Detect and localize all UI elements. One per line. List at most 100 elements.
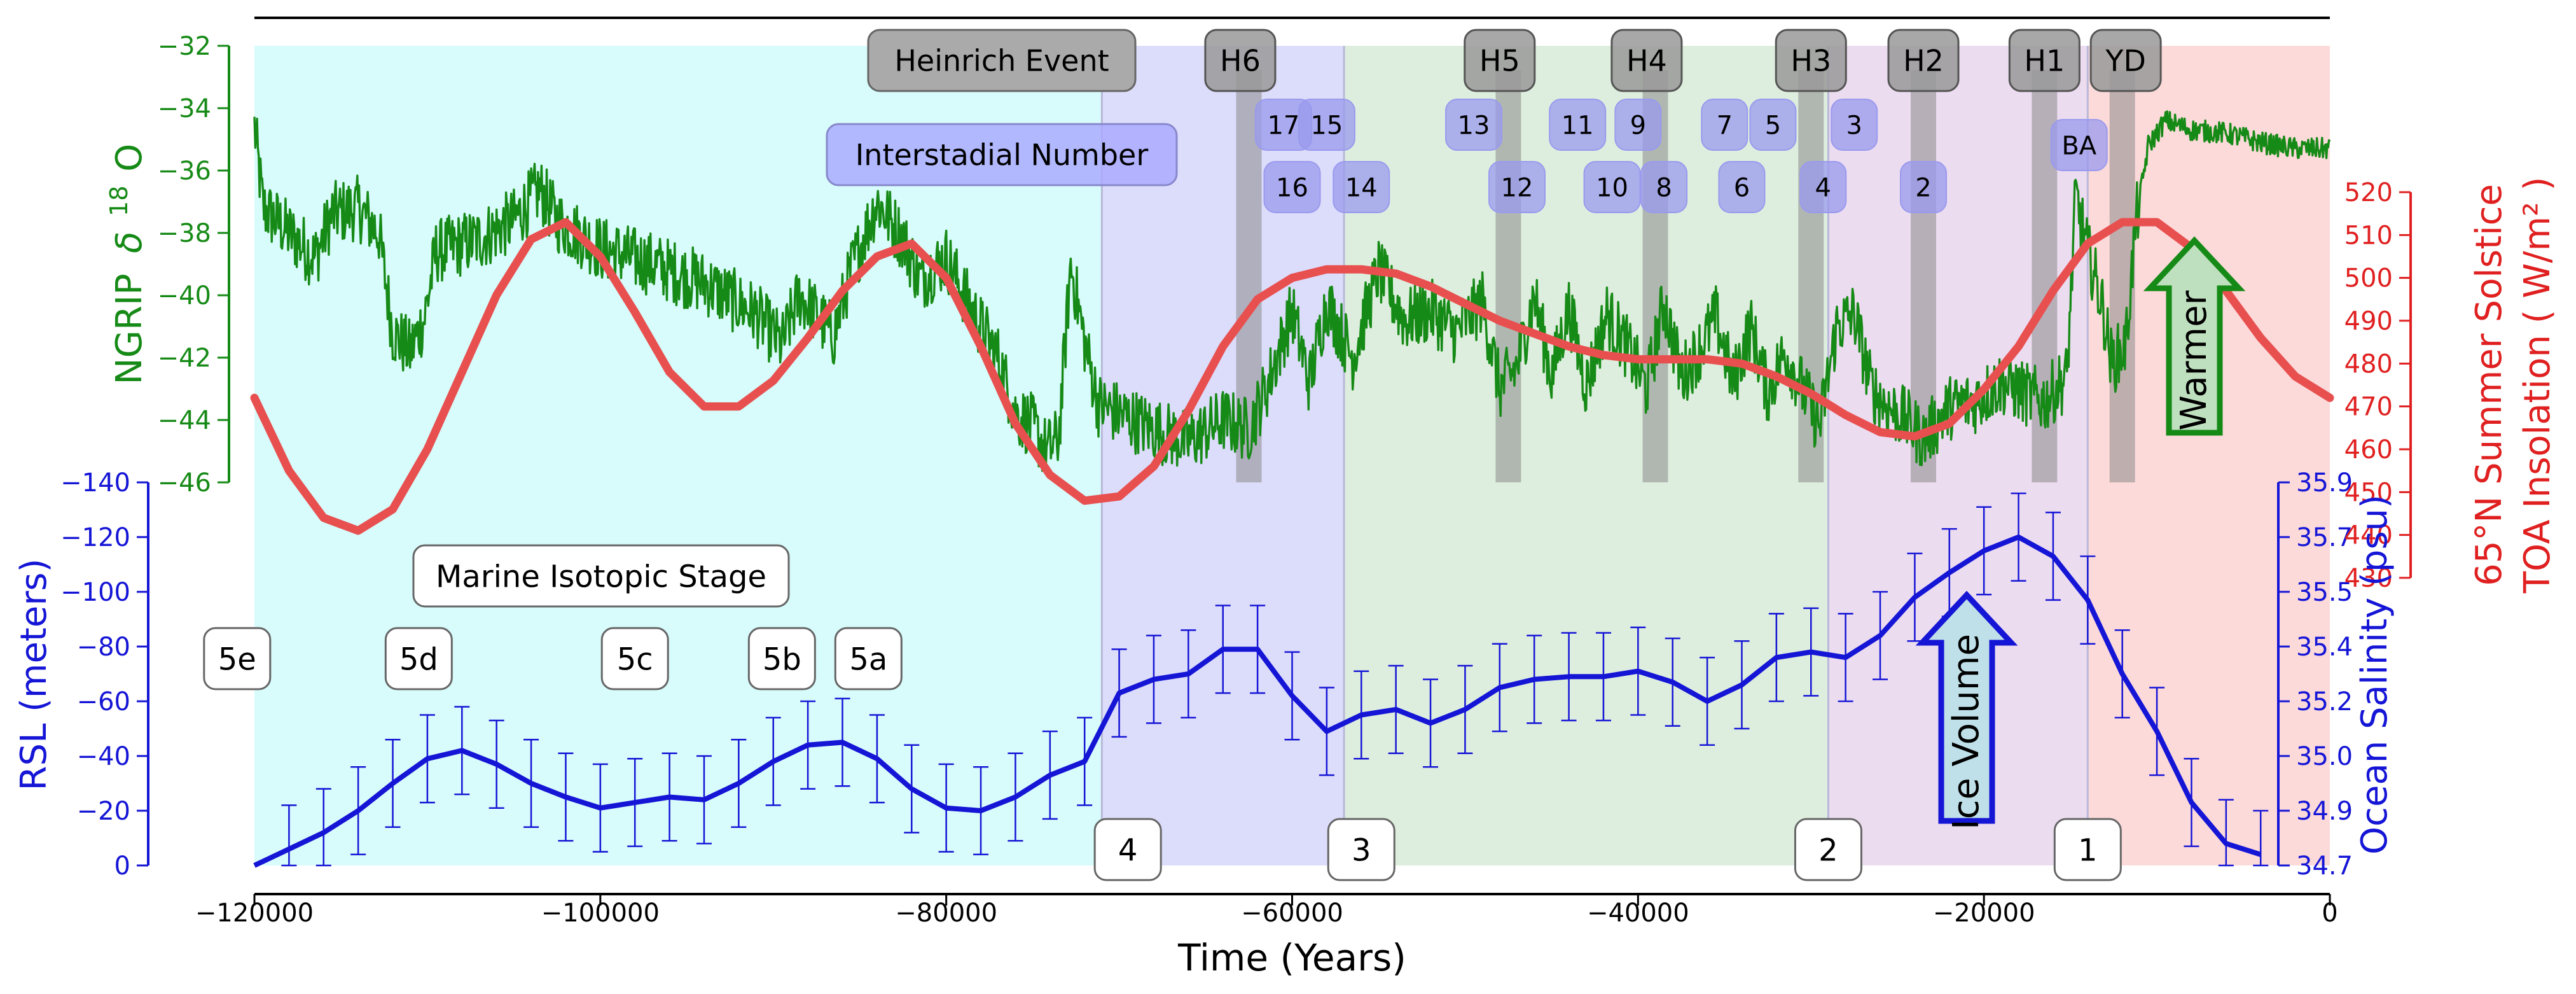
mis-label-frame [1093,818,1162,881]
x-tick-label: 0 [2322,899,2337,928]
interstadial-label-text: 13 [1458,111,1490,140]
interstadial-label: 17 [1254,99,1312,151]
marine-isotopic-stage-legend: Marine Isotopic Stage [412,544,790,608]
interstadial-label-text: 2 [1915,173,1931,202]
heinrich-label: H2 [1887,29,1960,92]
mis-label-frame [2053,818,2122,881]
ngrip-label-sup: 18 [105,186,133,216]
interstadial-label-frame [1333,161,1390,213]
salinity-tick-label: 34.7 [2296,851,2353,881]
interstadial-label: 3 [1831,99,1878,151]
heinrich-label-text: H4 [1626,44,1667,78]
ngrip-tick-label: −40 [158,281,211,311]
heinrich-label-text: H5 [1479,44,1520,78]
rsl-tick-label: −100 [60,578,130,607]
ngrip-tick-label: −34 [158,94,211,123]
interstadial-label: 9 [1614,99,1662,151]
interstadial-label: 5 [1749,99,1797,151]
heinrich-label: H6 [1204,29,1277,92]
interstadial-label: 6 [1718,161,1766,213]
interstadial-label-frame [1718,161,1766,213]
mis-label: 5d [384,627,453,690]
ngrip-axis-label: NGRIP δ 18 O [95,144,150,385]
x-tick-label: −120000 [195,899,314,928]
heinrich-label-text: H3 [1790,44,1831,78]
insolation-tick-label: 470 [2344,393,2393,422]
mis-label-text: 1 [2078,832,2098,868]
heinrich-event-legend: Heinrich Event [867,29,1137,92]
warmer-arrow-text: Warmer [2173,290,2215,430]
interstadial-label-frame [1614,99,1662,151]
insolation-tick-label: 430 [2344,564,2393,593]
rsl-tick-label: 0 [114,851,130,881]
interstadial-number-legend-text: Interstadial Number [855,138,1149,172]
interstadial-label-text: 12 [1501,173,1534,202]
interstadial-number-legend: Interstadial Number [826,123,1178,186]
ice-volume-arrow-text: Ice Volume [1946,634,1987,830]
x-tick-label: −60000 [1241,899,1343,928]
interstadial-label: 15 [1298,99,1355,151]
insolation-tick-label: 480 [2344,349,2393,379]
interstadial-label-frame [1799,161,1847,213]
mis-label: 5c [600,627,669,690]
heinrich-label-frame [1464,29,1536,92]
interstadial-label: 13 [1445,99,1503,151]
interstadial-label-frame [1263,161,1321,213]
mis-label-text: 5e [218,641,256,677]
insolation-tick-label: 500 [2344,264,2393,293]
ice-volume-arrow: Ice Volume [1915,591,2018,830]
interstadial-label-frame [1701,99,1748,151]
insolation-tick-label: 520 [2344,178,2393,207]
rsl-tick-label: −80 [77,633,130,662]
salinity-tick-label: 34.9 [2296,797,2353,826]
heinrich-label-frame [1204,29,1277,92]
interstadial-label-frame [1549,99,1607,151]
heinrich-event-legend-text: Heinrich Event [894,44,1109,78]
mis-label: 4 [1093,818,1162,881]
mis-label-text: 4 [1118,832,1138,868]
salinity-tick-label: 35.5 [2296,578,2353,607]
heinrich-label-frame [1775,29,1847,92]
interstadial-label-frame [1749,99,1797,151]
interstadial-label-text: 9 [1630,111,1646,140]
insolation-tick-label: 450 [2344,478,2393,507]
interstadial-label-text: 7 [1717,111,1733,140]
rsl-series [253,535,2262,868]
heinrich-label-frame [2089,29,2162,92]
heinrich-label: H5 [1464,29,1536,92]
axis-labels: Time (Years) RSL (meters) Ocean Salinity… [13,144,2558,979]
interstadial-label-text: 6 [1734,173,1750,202]
insolation-tick-label: 460 [2344,435,2393,465]
interstadial-label: BA [2050,119,2108,171]
heinrich-label: YD [2089,29,2162,92]
ngrip-label-suffix: O [109,144,150,172]
insolation-line [250,218,2334,535]
heinrich-label: H4 [1610,29,1683,92]
interstadial-label-frame [2050,119,2108,171]
salinity-tick-label: 35.7 [2296,523,2353,552]
interstadial-label-frame [1831,99,1878,151]
insolation-tick-label: 490 [2344,307,2393,336]
heinrich-label-text: H1 [2024,44,2065,78]
x-tick-label: −20000 [1933,899,2035,928]
heinrich-label-text: H6 [1220,44,1261,78]
ngrip-tick-label: −42 [158,344,211,373]
rsl-tick-label: −20 [77,797,130,826]
ice-volume-arrow-shape [1915,591,2018,824]
interstadial-label: 7 [1701,99,1748,151]
interstadial-label-text: 16 [1276,173,1308,202]
interstadial-label-text: 8 [1656,173,1672,202]
interstadial-label: 14 [1333,161,1390,213]
salinity-axis-label: Ocean Salinity (psu) [2354,494,2395,855]
mis-label-text: 5d [399,641,438,677]
interstadial-label-frame [1298,99,1355,151]
heinrich-label: H1 [2008,29,2081,92]
mis-label: 5e [203,627,272,690]
mis-label-frame [747,627,816,690]
interstadial-label-text: 15 [1310,111,1343,140]
salinity-tick-label: 35.0 [2296,742,2353,771]
ngrip-tick-label: −46 [158,468,211,498]
heinrich-label-text: YD [2105,44,2146,78]
interstadial-label-text: 10 [1596,173,1628,202]
